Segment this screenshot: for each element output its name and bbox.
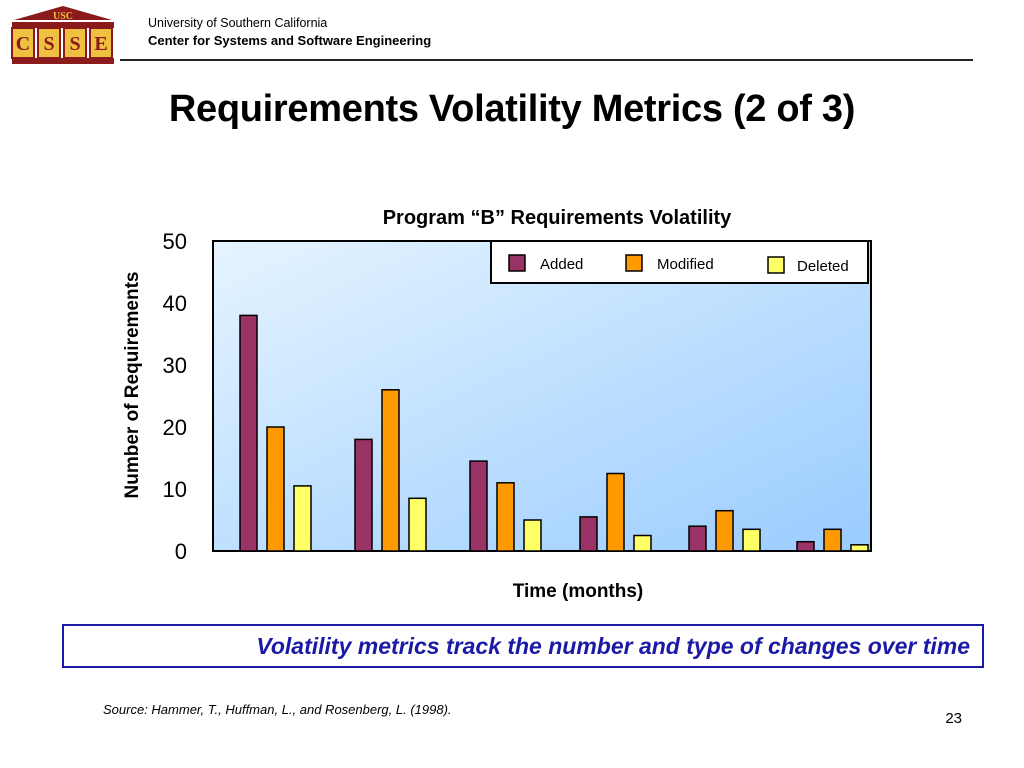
logo-base bbox=[12, 58, 114, 64]
bar-deleted bbox=[408, 497, 427, 552]
org-header: University of Southern California Center… bbox=[148, 15, 431, 49]
bar-modified bbox=[381, 389, 400, 552]
csse-logo: USC C S S E bbox=[11, 6, 114, 64]
bar-deleted bbox=[742, 528, 761, 552]
logo-block-2 bbox=[37, 27, 61, 59]
logo-block-3 bbox=[63, 27, 87, 59]
y-tick-label: 0 bbox=[175, 539, 187, 564]
bar-added bbox=[469, 460, 488, 552]
org-center: Center for Systems and Software Engineer… bbox=[148, 32, 432, 48]
bar-added bbox=[688, 525, 707, 552]
bar-added bbox=[354, 438, 373, 552]
bar-deleted bbox=[293, 485, 312, 552]
logo-usc: USC bbox=[53, 11, 73, 22]
bar-modified bbox=[823, 528, 842, 552]
org-university: University of Southern California bbox=[148, 16, 328, 30]
bar-added bbox=[579, 516, 598, 552]
legend-swatch-deleted bbox=[767, 256, 785, 274]
page-number: 23 bbox=[945, 710, 962, 727]
header-rule bbox=[120, 59, 973, 61]
y-tick-label: 50 bbox=[163, 229, 187, 254]
bar-added bbox=[796, 540, 815, 552]
chart-legend: Added Modified Deleted bbox=[490, 240, 869, 284]
legend-label-modified: Modified bbox=[657, 256, 714, 273]
logo-letter-4: E bbox=[94, 33, 107, 55]
bar-modified bbox=[606, 472, 625, 552]
bar-added bbox=[239, 314, 258, 552]
bar-deleted bbox=[633, 534, 652, 552]
y-axis-label: Number of Requirements bbox=[122, 272, 143, 499]
y-tick-label: 10 bbox=[163, 477, 187, 502]
y-tick-label: 40 bbox=[163, 291, 187, 316]
plot-area bbox=[212, 240, 872, 552]
legend-label-deleted: Deleted bbox=[797, 258, 849, 275]
logo-letter-2: S bbox=[43, 33, 54, 55]
logo-letter-3: S bbox=[69, 33, 80, 55]
bar-deleted bbox=[850, 544, 869, 552]
caption-box: Volatility metrics track the number and … bbox=[62, 624, 984, 668]
logo-beam bbox=[12, 22, 114, 28]
legend-box bbox=[490, 240, 869, 284]
y-tick-label: 30 bbox=[163, 353, 187, 378]
caption-text: Volatility metrics track the number and … bbox=[256, 632, 970, 659]
logo-roof bbox=[14, 6, 112, 20]
chart-title: Program “B” Requirements Volatility bbox=[383, 207, 732, 229]
logo-block-4 bbox=[89, 27, 113, 59]
logo-block-1 bbox=[11, 27, 35, 59]
legend-swatch-modified bbox=[625, 254, 643, 272]
bar-modified bbox=[715, 509, 734, 552]
legend-label-added: Added bbox=[540, 256, 583, 273]
bar-modified bbox=[496, 482, 515, 552]
bar-deleted bbox=[523, 519, 542, 552]
logo-letter-1: C bbox=[16, 33, 30, 55]
legend-swatch-added bbox=[508, 254, 526, 272]
slide-title: Requirements Volatility Metrics (2 of 3) bbox=[168, 88, 856, 130]
x-axis-label: Time (months) bbox=[513, 581, 644, 602]
bar-modified bbox=[266, 426, 285, 552]
source-citation: Source: Hammer, T., Huffman, L., and Ros… bbox=[103, 702, 452, 717]
y-tick-label: 20 bbox=[163, 415, 187, 440]
